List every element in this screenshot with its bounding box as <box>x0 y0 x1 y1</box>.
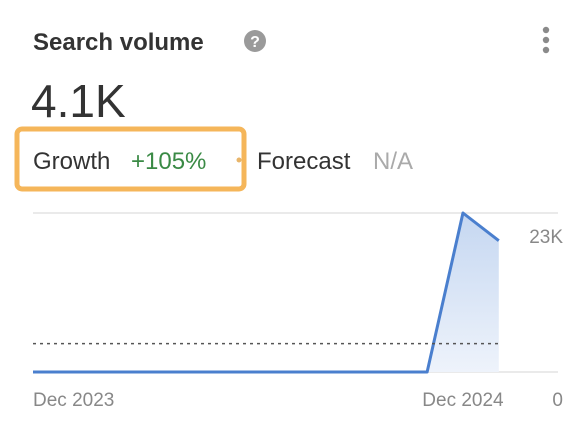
title: Search volume <box>33 29 204 56</box>
chart: 23K 0 Dec 2023 Dec 2024 <box>33 211 563 411</box>
x-tick-label: Dec 2024 <box>422 390 504 411</box>
help-icon[interactable]: ? <box>244 30 266 52</box>
growth-value: +105% <box>131 148 206 175</box>
separator-dot <box>236 157 242 163</box>
highlight-box <box>14 126 247 192</box>
y-tick-label: 0 <box>552 390 563 411</box>
forecast-label: Forecast <box>257 148 351 175</box>
line <box>33 211 500 374</box>
x-tick-label: Dec 2023 <box>33 390 114 411</box>
growth-label: Growth <box>33 148 110 175</box>
metric-value: 4.1K <box>31 75 126 127</box>
area <box>33 213 499 372</box>
y-tick-label: 23K <box>529 227 563 248</box>
menu-icon[interactable] <box>542 26 550 54</box>
forecast-value: N/A <box>373 148 413 175</box>
svg-text:?: ? <box>250 34 260 51</box>
